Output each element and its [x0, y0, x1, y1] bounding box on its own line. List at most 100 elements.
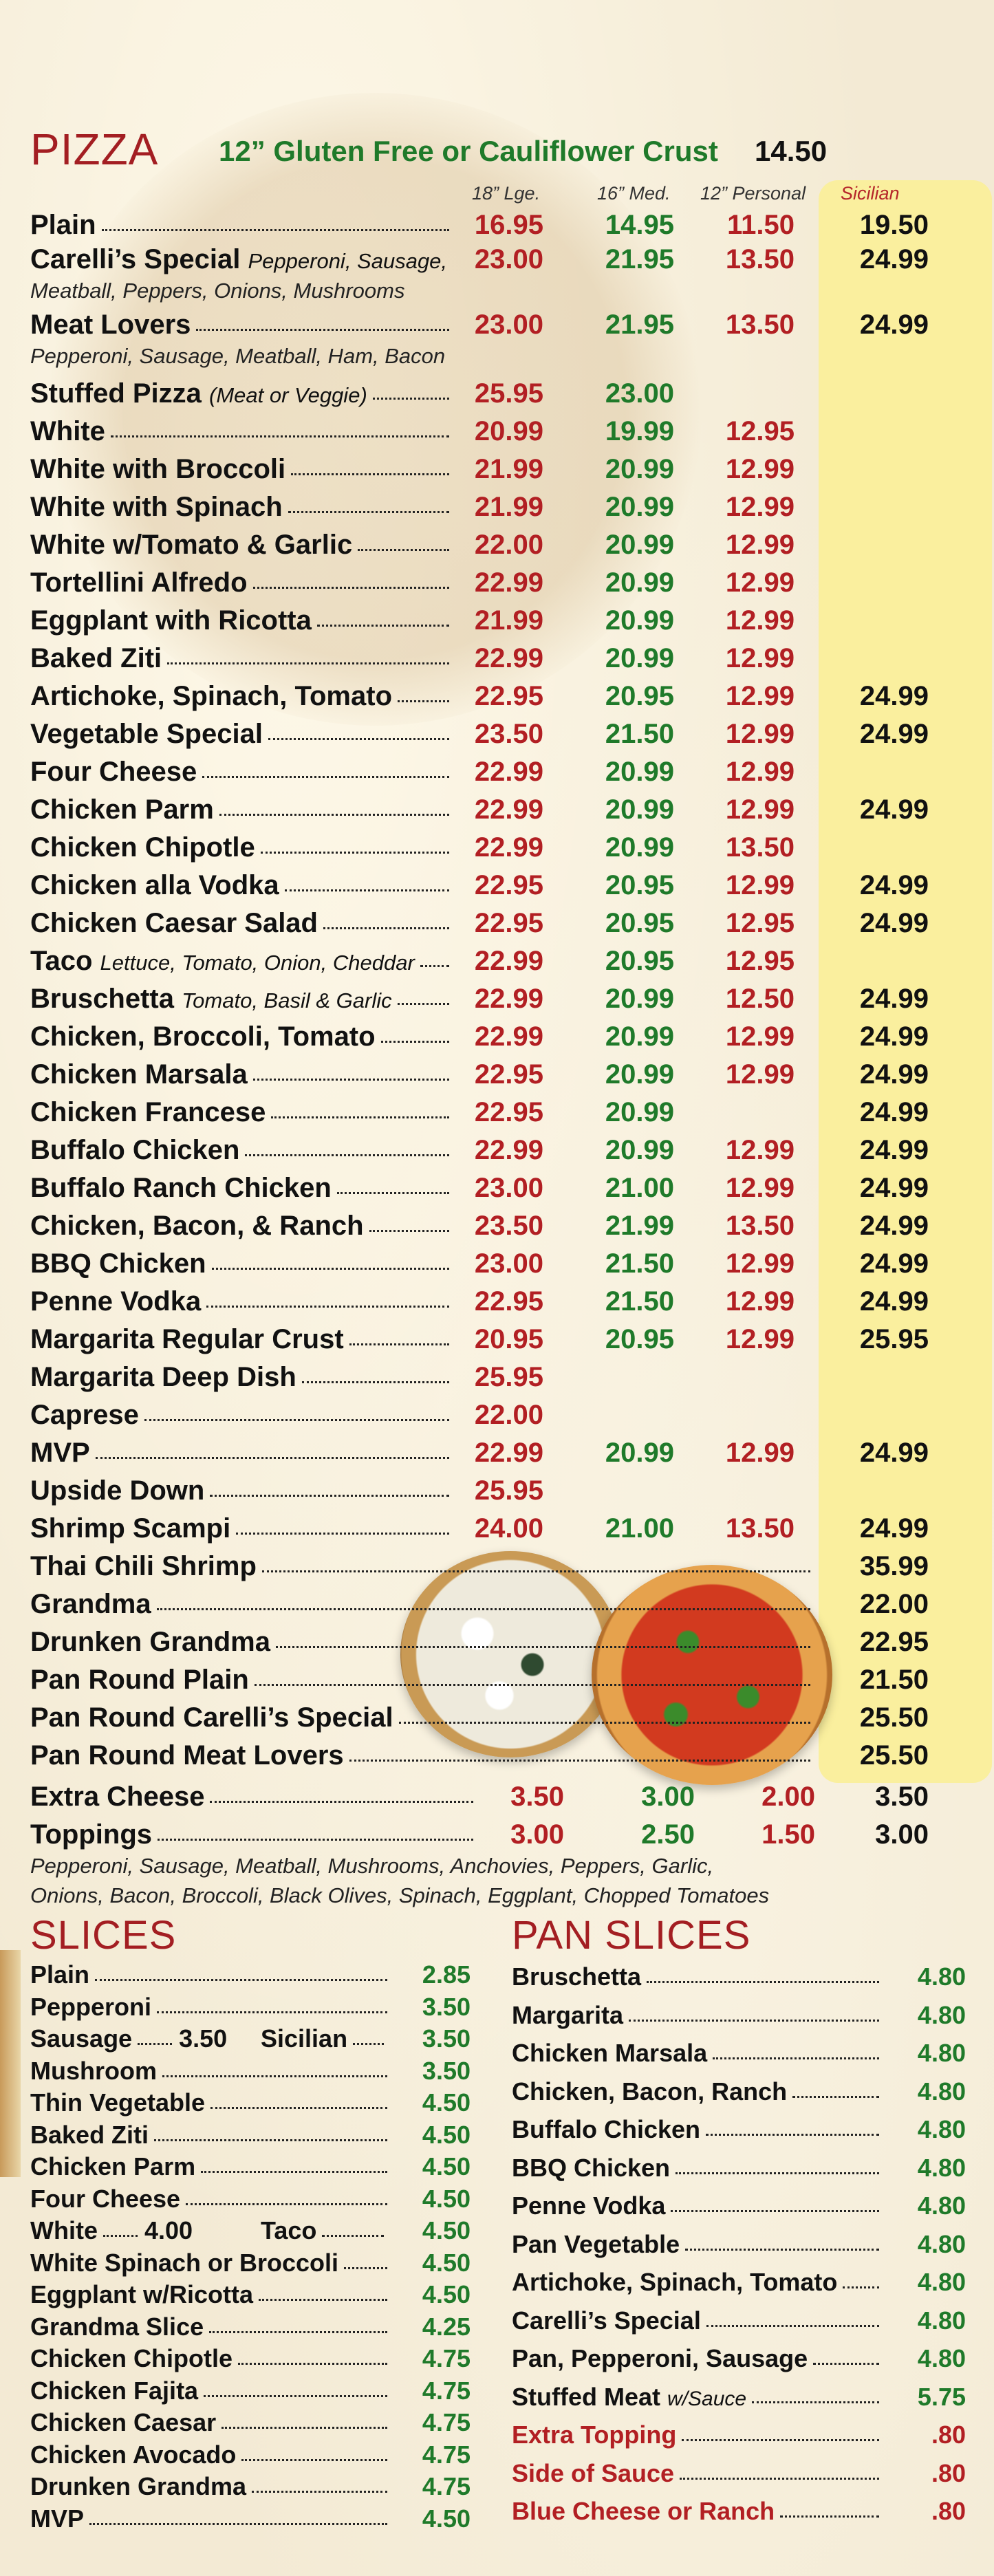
price-md: 2.50	[641, 1819, 695, 1850]
price-lg: 23.00	[474, 310, 543, 340]
slice-name: Four Cheese	[30, 2185, 180, 2214]
price-ps: 13.50	[725, 1211, 795, 1241]
dot-leader	[398, 700, 449, 702]
dot-leader	[95, 1457, 449, 1459]
price-md: 20.95	[605, 908, 674, 938]
pan-slice-row: Chicken Marsala 4.80	[512, 2039, 966, 2068]
pizza-item-label: White with Spinach	[30, 492, 283, 522]
pizza-extra-row: Toppings 3.00 2.50 1.50 3.00	[30, 1819, 993, 1850]
price-md: 21.95	[605, 244, 674, 274]
pizza-item-label: Plain	[30, 210, 96, 240]
price-md: 21.95	[605, 310, 674, 340]
pizza-item-label: Tortellini Alfredo	[30, 567, 248, 598]
price-ps: 13.50	[725, 1513, 795, 1544]
pizza-item-label: Grandma	[30, 1589, 151, 1619]
pan-slice-row: Side of Sauce .80	[512, 2459, 966, 2488]
pan-slice-name: Artichoke, Spinach, Tomato	[512, 2268, 837, 2297]
pizza-item-name: Thai Chili Shrimp	[30, 1551, 257, 1582]
pizza-item-label: Vegetable Special	[30, 719, 263, 749]
slice-row: Sausage 3.50 Sicilian 3.50	[30, 2024, 471, 2053]
slices-heading: SLICES	[30, 1913, 177, 1958]
dot-leader	[204, 2394, 387, 2397]
dot-leader	[288, 511, 449, 513]
pizza-item-name: Stuffed Pizza (Meat or Veggie)	[30, 378, 367, 409]
pan-slice-price: 4.80	[917, 2115, 966, 2143]
slice-row: White 4.00 Taco 4.50	[30, 2216, 471, 2245]
pizza-item-name: Plain	[30, 210, 96, 241]
pizza-item-row: Meat Lovers 23.00 21.95 13.50 24.99	[30, 310, 993, 340]
price-lg: 3.00	[510, 1819, 564, 1850]
price-md: 20.99	[605, 1135, 674, 1165]
dot-leader	[353, 2043, 384, 2045]
pizza-item-name: Caprese	[30, 1400, 139, 1431]
dot-leader	[138, 2043, 173, 2045]
pan-slice-row: Blue Cheese or Ranch .80	[512, 2497, 966, 2526]
pizza-item-row: Bruschetta Tomato, Basil & Garlic 22.99 20…	[30, 984, 993, 1014]
pan-slice-row: Buffalo Chicken 4.80	[512, 2115, 966, 2144]
dot-leader	[209, 2330, 387, 2333]
pan-slice-price: 4.80	[917, 2000, 966, 2029]
pizza-item-label: Chicken Parm	[30, 794, 214, 825]
price-sic: 24.99	[859, 1021, 929, 1052]
pizza-item-name: Chicken, Broccoli, Tomato	[30, 1021, 376, 1052]
slice-label-2: Sicilian	[261, 2024, 348, 2053]
pizza-heading: PIZZA	[30, 125, 159, 174]
pizza-item-label: Pan Round Plain	[30, 1665, 249, 1695]
pizza-item-name: Buffalo Chicken	[30, 1135, 239, 1166]
price-md: 21.99	[605, 1211, 674, 1241]
slice-row: Drunken Grandma 4.75	[30, 2472, 471, 2501]
dot-leader	[162, 2075, 387, 2077]
pizza-item-label: Upside Down	[30, 1475, 205, 1506]
slice-name-2: Taco	[261, 2216, 316, 2245]
pizza-item-row: Vegetable Special 23.50 21.50 12.99 24.99	[30, 719, 993, 749]
price-ps: 13.50	[725, 244, 795, 274]
slice-row: Mushroom 3.50	[30, 2057, 471, 2086]
sicilian-column-highlight	[819, 180, 992, 1783]
dot-leader	[323, 927, 449, 929]
slice-row: Chicken Chipotle 4.75	[30, 2344, 471, 2373]
gluten-free-line: 12” Gluten Free or Cauliflower Crust	[219, 135, 718, 167]
price-lg: 22.99	[474, 946, 543, 976]
slice-row: Four Cheese 4.50	[30, 2185, 471, 2214]
price-md: 20.95	[605, 1324, 674, 1354]
price-md: 20.95	[605, 681, 674, 711]
pizza-item-label: Four Cheese	[30, 757, 197, 787]
price-md: 20.99	[605, 832, 674, 863]
slice-price: 3.50	[179, 2024, 228, 2053]
price-md: 20.99	[605, 454, 674, 484]
dot-leader	[157, 2011, 387, 2013]
price-ps: 11.50	[727, 210, 795, 240]
pizza-item-row: Thai Chili Shrimp 35.99	[30, 1551, 993, 1581]
slice-row: White Spinach or Broccoli 4.50	[30, 2249, 471, 2277]
pizza-item-label: Pan Round Meat Lovers	[30, 1740, 344, 1771]
price-lg: 22.99	[474, 794, 543, 825]
slice-row: MVP 4.50	[30, 2504, 471, 2533]
col-medium-header: 16” Med.	[597, 183, 671, 204]
pizza-item-name: Pan Round Carelli’s Special	[30, 1702, 393, 1733]
pan-slice-name: Pan, Pepperoni, Sausage	[512, 2344, 808, 2373]
pizza-item-note: Pepperoni, Sausage,	[248, 249, 448, 273]
pan-slice-name: Side of Sauce	[512, 2459, 674, 2488]
pan-slice-label: Chicken Marsala	[512, 2039, 708, 2067]
pizza-item-row: Margarita Deep Dish 25.95	[30, 1362, 993, 1392]
pizza-item-row: Chicken Parm 22.99 20.99 12.99 24.99	[30, 794, 993, 825]
price-ps: 12.99	[725, 492, 795, 522]
dot-leader	[259, 2299, 387, 2301]
price-sic: 24.99	[859, 1438, 929, 1468]
price-sic: 24.99	[859, 1135, 929, 1165]
slice-name: Chicken Caesar	[30, 2408, 216, 2437]
dot-leader	[336, 1192, 449, 1194]
slice-price: 4.50	[422, 2248, 471, 2277]
dot-leader	[682, 2439, 879, 2441]
pizza-item-row: Artichoke, Spinach, Tomato 22.95 20.95 12.9…	[30, 681, 993, 711]
pizza-item-row: Chicken, Bacon, & Ranch 23.50 21.99 13.50 24…	[30, 1211, 993, 1241]
price-lg: 23.00	[474, 244, 543, 274]
pizza-item-row: Pan Round Meat Lovers 25.50	[30, 1740, 993, 1771]
pizza-item-row: White w/Tomato & Garlic 22.00 20.99 12.99	[30, 530, 993, 560]
slice-price: 4.50	[422, 2184, 471, 2213]
slice-name: Pepperoni	[30, 1993, 151, 2022]
pan-slice-label: Chicken, Bacon, Ranch	[512, 2077, 788, 2106]
price-md: 21.00	[605, 1513, 674, 1544]
pan-slice-price: .80	[931, 2421, 966, 2449]
pan-slice-name: Pan Vegetable	[512, 2230, 680, 2259]
